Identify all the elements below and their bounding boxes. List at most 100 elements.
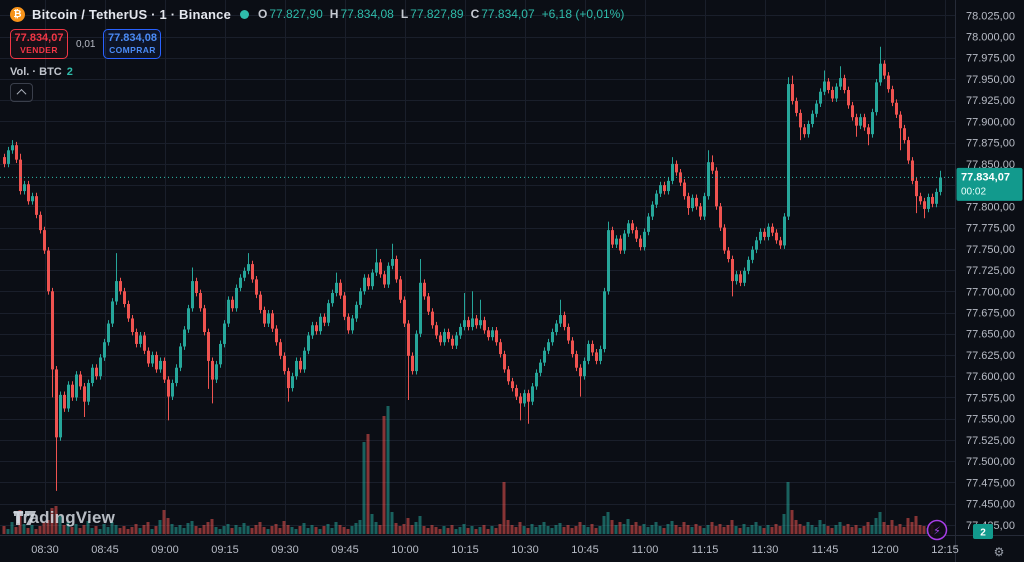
volume-bar bbox=[714, 526, 718, 534]
price-tick-label: 77.650,00 bbox=[966, 329, 1015, 341]
volume-bar bbox=[626, 519, 630, 534]
candle bbox=[411, 352, 414, 375]
buy-price: 77.834,08 bbox=[108, 32, 157, 44]
candle bbox=[491, 326, 494, 341]
volume-bar bbox=[822, 524, 826, 534]
volume-bar bbox=[214, 527, 218, 534]
volume-bar bbox=[622, 524, 626, 534]
time-tick-label: 10:30 bbox=[511, 544, 539, 556]
candle bbox=[359, 287, 362, 309]
candle-body bbox=[515, 388, 518, 397]
candle bbox=[759, 228, 762, 244]
candle-body bbox=[775, 232, 778, 241]
volume-bar bbox=[690, 527, 694, 534]
candle-body bbox=[487, 330, 490, 338]
candle bbox=[503, 350, 506, 373]
volume-bar bbox=[474, 529, 478, 534]
boost-button[interactable]: ⚡ bbox=[926, 519, 948, 541]
price-tick-label: 77.875,00 bbox=[966, 138, 1015, 150]
open-label: O bbox=[258, 7, 268, 21]
volume-bar bbox=[790, 510, 794, 534]
candle bbox=[351, 315, 354, 334]
volume-bar bbox=[682, 522, 686, 534]
volume-bar bbox=[306, 528, 310, 534]
candle-body bbox=[455, 335, 458, 346]
candle-body bbox=[155, 354, 158, 370]
volume-bar bbox=[454, 529, 458, 534]
candle bbox=[91, 364, 94, 387]
candle-body bbox=[787, 84, 790, 217]
candle bbox=[515, 384, 518, 400]
candle bbox=[347, 313, 350, 334]
candle bbox=[143, 332, 146, 355]
candle-body bbox=[351, 318, 354, 331]
candle bbox=[39, 211, 42, 234]
volume-bar bbox=[402, 524, 406, 534]
candle bbox=[603, 287, 606, 353]
volume-bar bbox=[526, 528, 530, 534]
price-tick-label: 77.625,00 bbox=[966, 350, 1015, 362]
candle-body bbox=[843, 78, 846, 91]
candle-body bbox=[295, 360, 298, 377]
candle-body bbox=[379, 262, 382, 275]
volume-bar bbox=[898, 524, 902, 534]
candle bbox=[219, 340, 222, 368]
candle-body bbox=[523, 393, 526, 404]
sell-button[interactable]: 77.834,07 VENDER bbox=[10, 29, 68, 59]
volume-bar bbox=[194, 526, 198, 534]
candle-body bbox=[479, 320, 482, 326]
candle-body bbox=[407, 323, 410, 356]
candle-body bbox=[883, 63, 886, 76]
sell-label: VENDER bbox=[20, 45, 58, 55]
symbol-title[interactable]: Bitcoin / TetherUS · 1 · Binance bbox=[32, 6, 232, 22]
volume-bar bbox=[906, 518, 910, 534]
candle bbox=[71, 381, 74, 401]
price-tick-label: 77.725,00 bbox=[966, 265, 1015, 277]
candle-body bbox=[131, 318, 134, 333]
axis-settings-gear-icon[interactable]: ⚙ bbox=[994, 545, 1005, 559]
candle-body bbox=[675, 163, 678, 173]
candle-body bbox=[331, 292, 334, 304]
candle bbox=[795, 97, 798, 117]
candle bbox=[435, 321, 438, 339]
candle-body bbox=[311, 325, 314, 336]
candle-body bbox=[547, 342, 550, 351]
volume-bar bbox=[894, 526, 898, 534]
volume-bar bbox=[174, 527, 178, 534]
volume-bar bbox=[374, 522, 378, 534]
candle bbox=[83, 382, 86, 417]
tradingview-watermark[interactable]: TradingView bbox=[13, 508, 115, 528]
volume-bar bbox=[330, 528, 334, 534]
candle bbox=[439, 332, 442, 346]
candle bbox=[131, 315, 134, 336]
candle bbox=[35, 192, 38, 219]
volume-bar bbox=[634, 522, 638, 534]
pane-collapse-button[interactable] bbox=[10, 83, 33, 102]
volume-bar bbox=[654, 522, 658, 534]
candle bbox=[447, 328, 450, 343]
volume-bar bbox=[382, 416, 386, 534]
volume-bar bbox=[294, 529, 298, 534]
candle bbox=[743, 267, 746, 287]
volume-bar bbox=[774, 524, 778, 534]
candle bbox=[63, 391, 66, 412]
buy-button[interactable]: 77.834,08 COMPRAR bbox=[103, 29, 162, 59]
candle bbox=[919, 192, 922, 205]
candle bbox=[571, 337, 574, 358]
volume-bar bbox=[702, 528, 706, 534]
candle-body bbox=[19, 159, 22, 192]
candle bbox=[667, 177, 670, 195]
candle bbox=[179, 343, 182, 372]
price-tick-label: 77.475,00 bbox=[966, 477, 1015, 489]
volume-bar bbox=[150, 529, 154, 534]
volume-bar bbox=[806, 522, 810, 534]
volume-bar bbox=[746, 527, 750, 534]
volume-bar bbox=[918, 525, 922, 534]
candle bbox=[11, 140, 14, 154]
candle-body bbox=[207, 332, 210, 361]
candle bbox=[779, 236, 782, 249]
candle-body bbox=[711, 162, 714, 171]
candle bbox=[31, 192, 34, 205]
volume-bar bbox=[606, 512, 610, 534]
